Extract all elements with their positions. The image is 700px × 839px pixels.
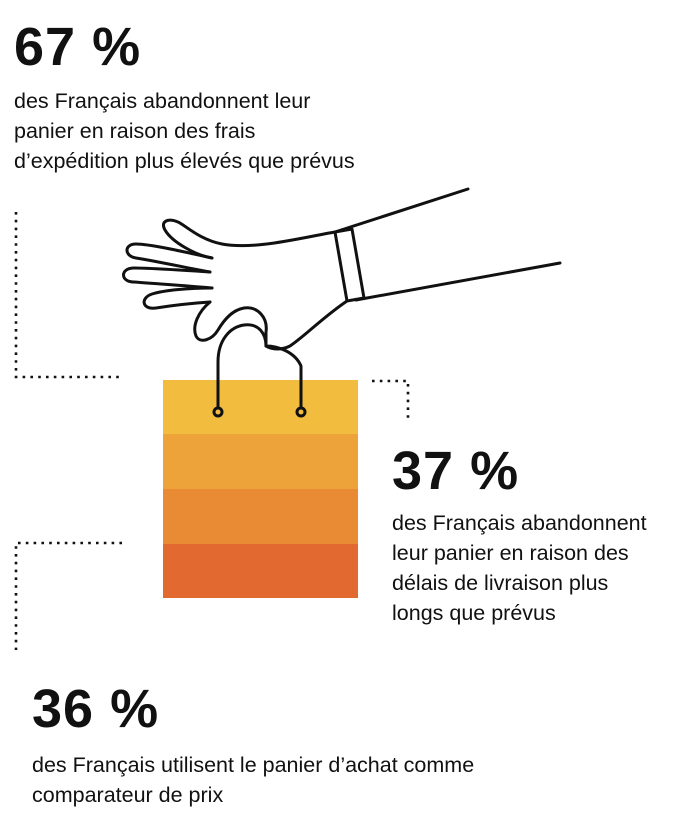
finger-3 [142, 286, 214, 310]
hand-icon [122, 187, 562, 351]
bag-band-1 [163, 380, 358, 434]
stat-block-shipping-costs: 67 % des Français abandonnent leur panie… [14, 20, 434, 176]
stat-percentage: 37 % [392, 441, 520, 501]
finger-2 [122, 266, 214, 290]
stat-description: des Français utilisent le panier d’achat… [32, 753, 475, 807]
bag-handle [216, 323, 303, 410]
cuff-outline [333, 227, 366, 303]
stat-percentage: 36 % [32, 679, 160, 739]
stat-description: des Français abandonnent leur panier en … [14, 89, 355, 173]
stat-block-delivery-delays: 37 % des Français abandonnent leur panie… [392, 444, 692, 628]
finger-1 [125, 242, 214, 274]
stat-description: des Français abandonnent leur panier en … [392, 511, 647, 625]
index-finger [193, 300, 268, 348]
bag-band-3 [163, 489, 358, 544]
dotted-connector-top-left [14, 212, 122, 379]
palm-outline [264, 299, 349, 351]
dotted-connector-bottom-left [14, 541, 122, 650]
hand-outline-top [162, 218, 337, 260]
bag-band-4 [163, 544, 358, 598]
stat-percentage: 67 % [14, 17, 142, 77]
dotted-connectors [14, 212, 410, 650]
sleeve-outline [333, 187, 562, 302]
shopping-bag-icon [163, 323, 358, 598]
bag-band-2 [163, 434, 358, 489]
stat-block-price-comparison: 36 % des Français utilisent le panier d’… [32, 682, 632, 810]
dotted-connector-right [372, 379, 410, 420]
